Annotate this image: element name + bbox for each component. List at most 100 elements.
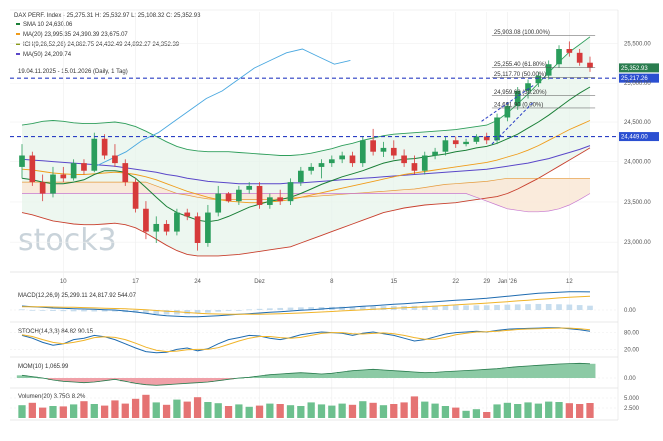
volume-bar [266,403,274,418]
macd-histogram-bar [215,310,222,312]
candle-body [50,174,56,194]
candle-body [452,140,459,145]
momentum-area-bar [78,378,90,383]
momentum-line [21,362,591,386]
candle-body [132,182,139,209]
panel-tick-label: 80.00 [624,331,640,337]
watermark: stock3 [18,223,117,258]
date-tick-label: 8 [330,279,334,285]
price-tick-label: 24,500.00 [624,120,651,126]
macd-histogram-bar [39,310,46,311]
macd-histogram-bar [308,307,315,310]
candle-body [390,147,397,156]
macd-histogram-bar [81,310,87,312]
volume-bar [565,403,573,418]
price-badge [619,63,659,73]
bollinger-band-area [22,36,590,256]
macd-histogram-bar [359,306,366,310]
date-tick-label: Dez [254,279,265,285]
momentum-area-bar [109,378,121,380]
date-tick-label: 15 [390,279,397,285]
candle-body [525,83,531,91]
candle-body [39,182,46,194]
fib-level-label: 24,691.90 (0.00%) [494,102,543,108]
volume-bar [235,404,243,418]
volume-bar [173,399,181,418]
macd-line [21,291,591,318]
macd-histogram-bar [29,309,36,311]
volume-bar [183,401,191,418]
volume-bar [421,401,429,418]
volume-bar [431,403,439,418]
macd-histogram-bar [463,305,469,310]
panel-tick-label: 2.500 [624,406,640,412]
bollinger-lower-line [21,147,591,257]
price-badge-label: 24,449.00 [621,135,648,141]
fib-level-label: 25,255.40 (61.80%) [494,62,547,68]
date-tick-label: 22 [452,279,459,285]
header-title: DAX PERF. Index · 25,275.31 H: 25,532.97… [14,13,201,19]
candle-body [70,163,77,179]
volume-bar [286,405,295,418]
volume-bar [503,402,512,418]
date-tick-label: 12 [566,279,573,285]
macd-histogram-bar [132,310,139,313]
price-badge [619,73,659,83]
momentum-area-bar [264,374,276,378]
candle-body [421,155,428,171]
momentum-area-bar [450,371,462,378]
volume-bar [59,406,67,418]
candle-body [29,155,36,183]
price-badge-label: 25,352.93 [621,66,648,72]
macd-histogram-bar [442,305,449,310]
momentum-area-bar [89,378,100,382]
macd-histogram-bar [287,307,294,310]
momentum-area-bar [409,372,420,378]
momentum-area-bar [522,366,534,378]
macd-histogram-bar [432,305,438,310]
volume-bar [49,406,57,418]
stoch-legend: STOCH(14,3,3) 84.82 90.15 [18,329,94,335]
volume-bar [204,402,212,418]
candle-body [566,49,573,53]
volume-bar [390,404,398,418]
indicator-label-ma50: MA(50) 24,209.74 [23,52,72,58]
momentum-area-bar [285,373,296,378]
volume-bar [462,410,470,418]
volume-bar [255,405,264,418]
candle-body [236,189,242,202]
momentum-area-bar [275,374,286,378]
macd-histogram-bar [556,304,562,310]
momentum-area-bar [543,364,555,378]
momentum-area-bar [120,378,131,382]
volume-bar [514,404,522,418]
macd-histogram-bar [153,310,160,315]
volume-bar [111,400,119,418]
candle-body [267,197,273,205]
volume-bar [472,409,481,418]
macd-histogram-bar [421,305,428,310]
volume-bar [452,407,460,418]
volume-bar [483,412,491,418]
stochastic-panel: STOCH(14,3,3) 84.82 90.15 80.00 20.00 [10,327,640,358]
price-plot: 25,352.93 25,217.26 24,449.00 [10,36,659,257]
candle-body [81,163,87,171]
ma20-line [21,120,591,204]
momentum-area-bar [419,372,431,378]
date-tick-label: 10 [60,279,67,285]
volume-bar [276,404,284,418]
candle-body [483,136,490,141]
volume-bar [379,405,388,418]
momentum-area-bar [161,378,173,385]
candle-body [545,64,552,76]
momentum-area-bar [182,378,193,384]
volume-bar [18,405,26,418]
macd-histogram-bar [50,310,56,311]
momentum-area-bar [357,370,369,378]
momentum-area-bar [151,378,162,386]
volume-bar [100,405,109,418]
volume-bar [224,406,233,418]
panel-tick-label: 20.00 [624,347,640,353]
macd-signal-line [22,295,591,315]
